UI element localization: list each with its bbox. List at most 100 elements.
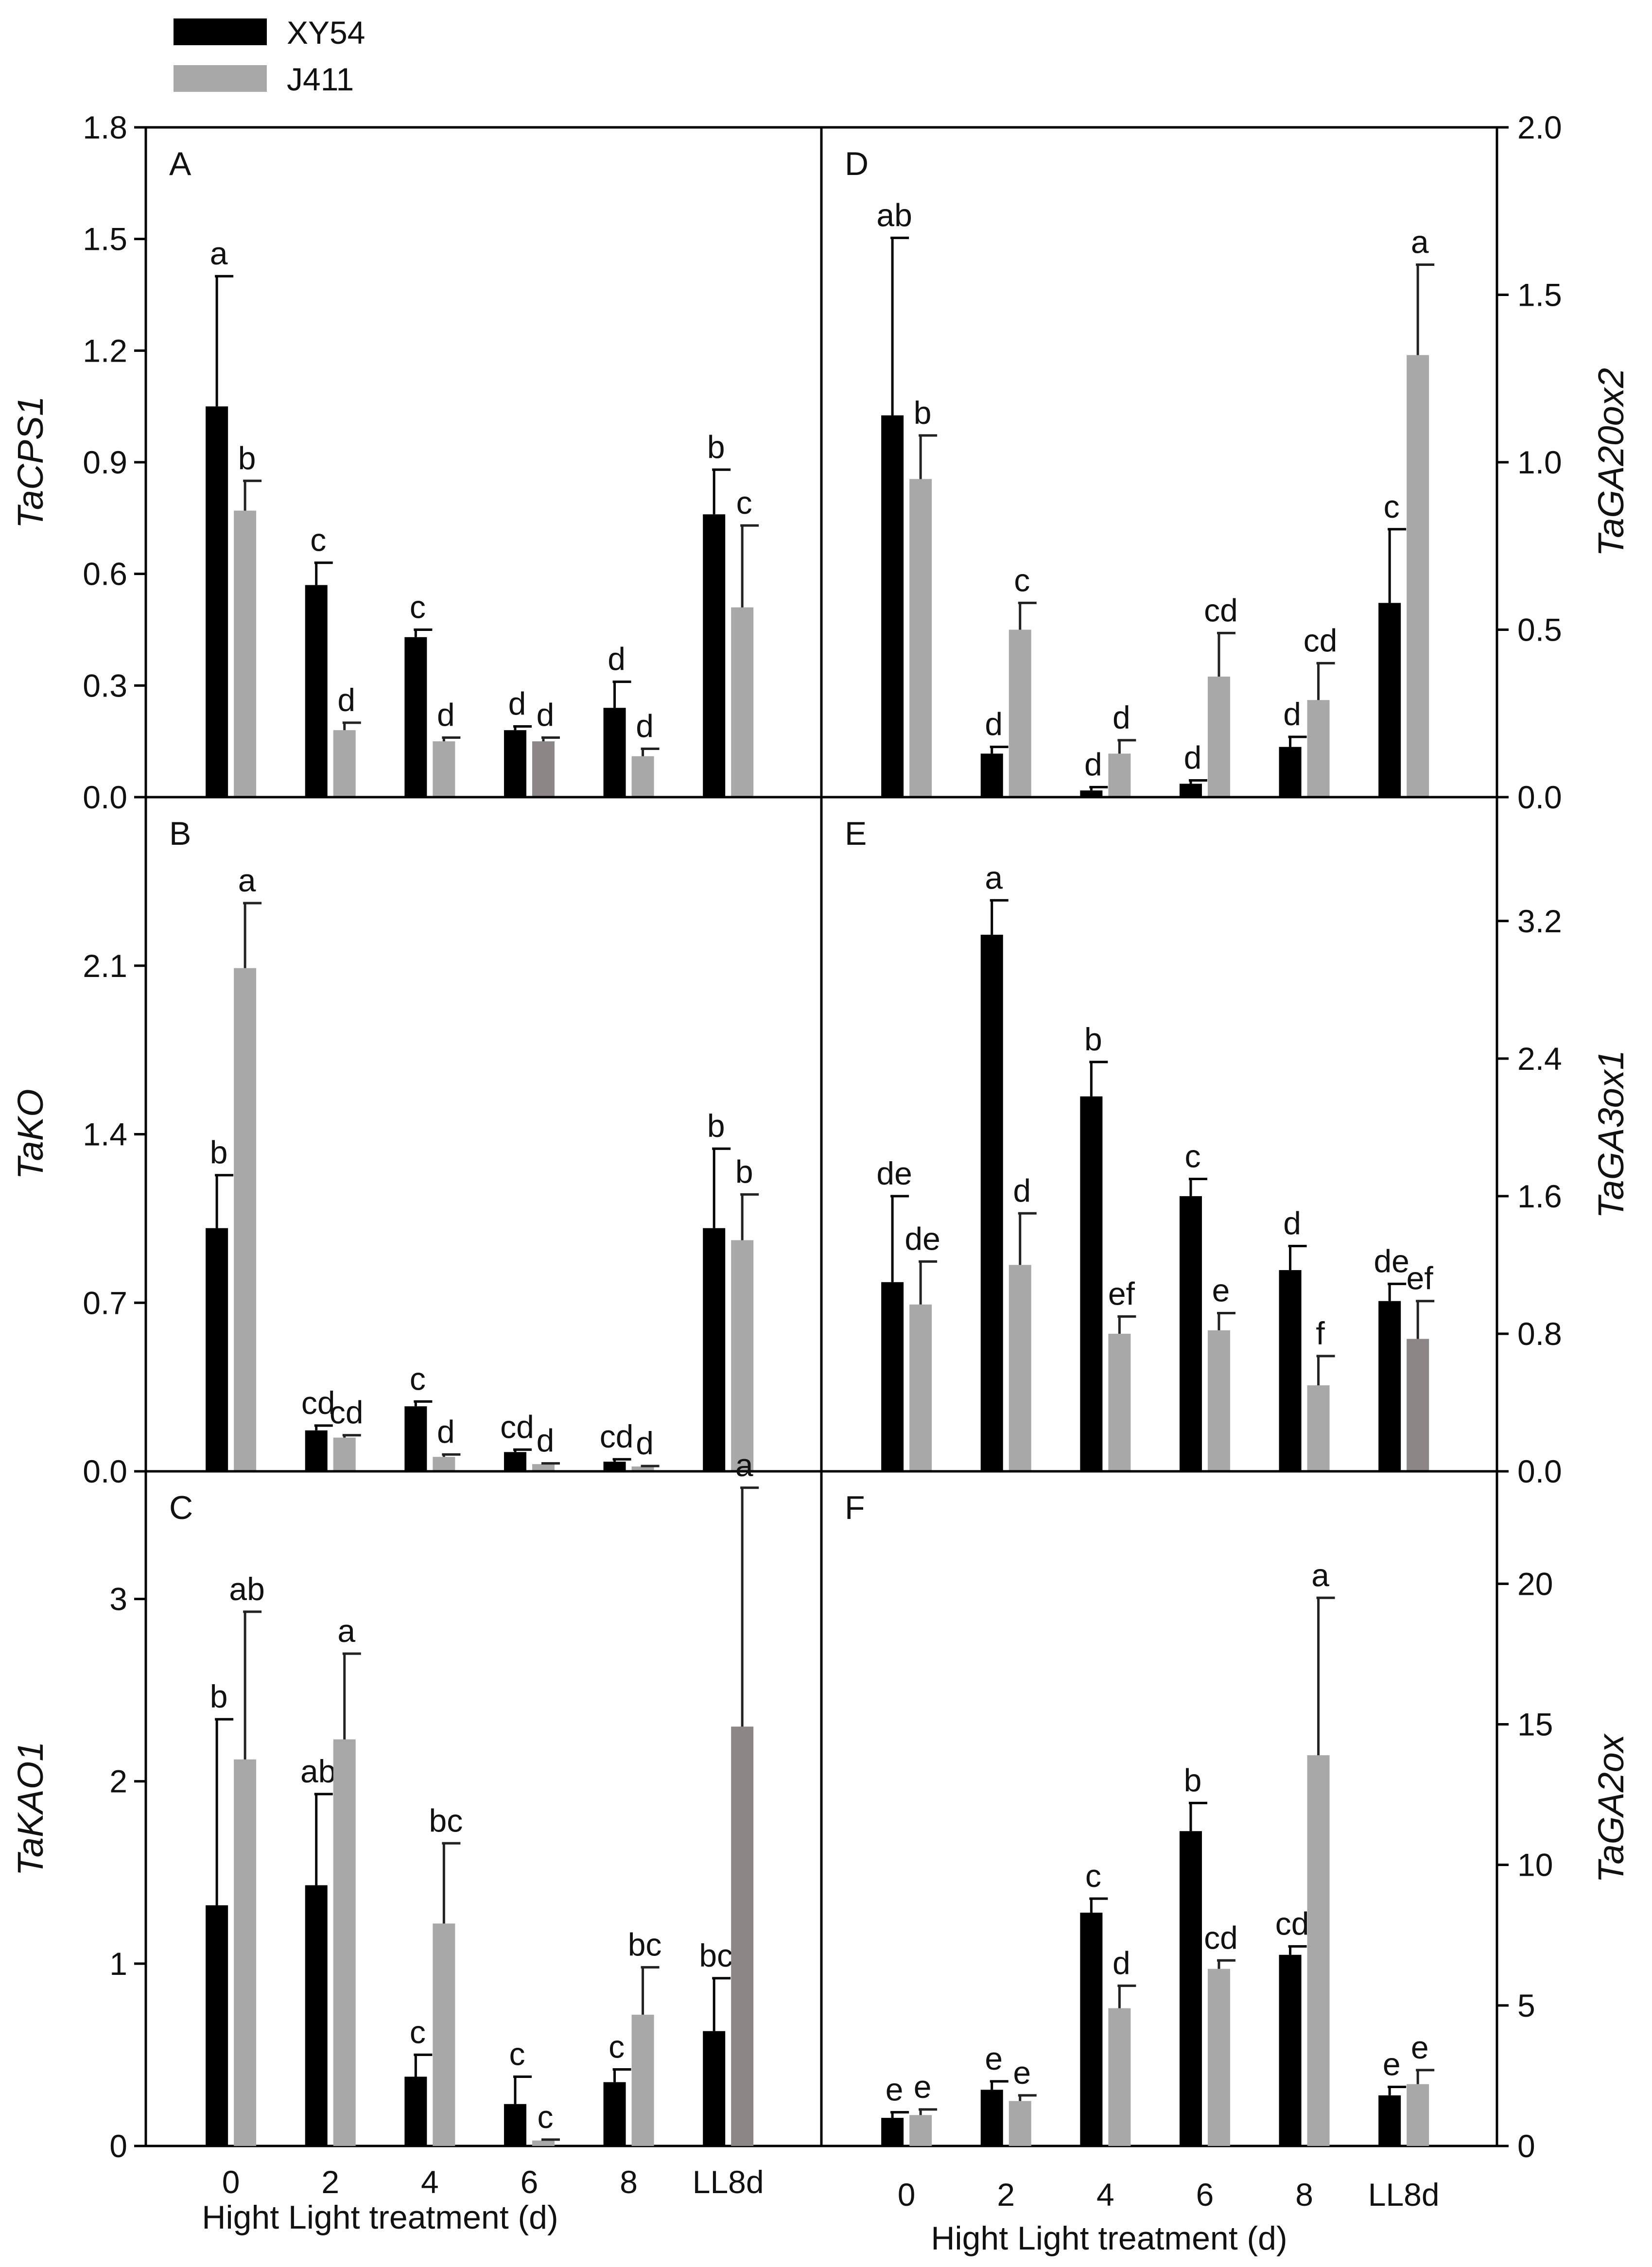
y-tick-label: 10 <box>1517 1847 1553 1883</box>
bar-j411-0 <box>909 1304 932 1471</box>
significance-letter: a <box>985 859 1003 895</box>
bar-j411-0 <box>234 510 257 797</box>
significance-letter: c <box>410 2014 426 2050</box>
y-axis-title: TaKAO1 <box>10 1742 51 1876</box>
significance-letter: f <box>1316 1315 1325 1351</box>
significance-letter: cd <box>1204 592 1238 628</box>
significance-letter: a <box>337 1613 355 1649</box>
y-axis-title: TaGA20ox2 <box>1591 368 1631 557</box>
x-tick-label: 0 <box>222 2164 240 2200</box>
x-tick-label: 8 <box>1295 2177 1313 2213</box>
significance-letter: d <box>537 1423 555 1459</box>
significance-letter: e <box>1383 2046 1401 2082</box>
bar-xy54-6 <box>504 2104 526 2146</box>
y-tick-label: 20 <box>1517 1566 1553 1602</box>
panel-label: D <box>845 145 869 182</box>
significance-letter: bc <box>628 1926 662 1962</box>
panel-label: B <box>169 815 191 852</box>
y-tick-label: 1.5 <box>1517 277 1562 313</box>
bar-j411-8 <box>631 1466 654 1471</box>
bar-xy54-2 <box>305 1430 328 1471</box>
significance-letter: d <box>437 697 455 733</box>
y-tick-label: 1.6 <box>1517 1178 1562 1214</box>
bar-j411-2 <box>1009 2101 1031 2146</box>
significance-letter: c <box>609 2028 625 2064</box>
significance-letter: cd <box>1304 622 1338 658</box>
significance-letter: c <box>1384 488 1400 524</box>
y-tick-label: 1.8 <box>83 109 127 145</box>
significance-letter: e <box>1212 1272 1230 1308</box>
bar-xy54-ll8d <box>703 2031 726 2146</box>
y-axis-title: TaCPS1 <box>10 396 51 529</box>
y-tick-label: 2.1 <box>83 948 127 984</box>
significance-letter: de <box>904 1221 940 1256</box>
bar-xy54-2 <box>980 2090 1003 2146</box>
bar-xy54-4 <box>404 1406 427 1471</box>
legend-label-j411: J411 <box>287 61 354 97</box>
bar-xy54-2 <box>980 935 1003 1471</box>
significance-letter: c <box>310 522 326 558</box>
y-tick-label: 1 <box>109 1946 127 1982</box>
significance-letter: c <box>509 2036 525 2072</box>
y-tick-label: 0.0 <box>83 1453 127 1489</box>
significance-letter: d <box>1084 746 1102 782</box>
significance-letter: d <box>508 686 526 722</box>
bar-j411-0 <box>909 2115 932 2146</box>
bar-j411-2 <box>333 730 356 797</box>
bar-xy54-6 <box>1179 784 1202 797</box>
significance-letter: a <box>735 1447 753 1483</box>
bar-xy54-ll8d <box>703 1228 726 1471</box>
legend-swatch-xy54 <box>174 18 267 45</box>
significance-letter: d <box>636 708 654 744</box>
bar-j411-4 <box>433 1923 455 2146</box>
bar-j411-0 <box>234 1759 257 2146</box>
significance-letter: e <box>886 2072 904 2108</box>
x-tick-label: 2 <box>997 2177 1015 2213</box>
significance-letter: d <box>608 641 626 677</box>
bar-xy54-4 <box>404 637 427 797</box>
bar-j411-6 <box>532 741 555 797</box>
significance-letter: b <box>1184 1762 1202 1798</box>
x-tick-label: 2 <box>321 2164 339 2200</box>
significance-letter: b <box>238 440 256 476</box>
significance-letter: d <box>1283 696 1301 732</box>
x-tick-label: 8 <box>620 2164 638 2200</box>
significance-letter: b <box>210 1678 228 1714</box>
x-axis-title-left: Hight Light treatment (d) <box>202 2199 558 2236</box>
x-tick-label: LL8d <box>1368 2177 1440 2213</box>
bar-xy54-ll8d <box>1378 1301 1401 1471</box>
bar-j411-8 <box>1307 700 1330 797</box>
bar-j411-6 <box>532 2140 555 2146</box>
significance-letter: b <box>1084 1021 1102 1057</box>
y-tick-label: 2.0 <box>1517 109 1562 145</box>
bar-xy54-ll8d <box>703 514 726 797</box>
significance-letter: bc <box>699 1937 733 1973</box>
y-tick-label: 0.9 <box>83 444 127 480</box>
significance-letter: cd <box>330 1395 364 1430</box>
significance-letter: c <box>1184 1138 1200 1174</box>
x-tick-label: 4 <box>1096 2177 1114 2213</box>
legend: XY54 J411 <box>174 15 365 97</box>
x-tick-label: 6 <box>521 2164 539 2200</box>
bar-xy54-6 <box>1179 1831 1202 2146</box>
y-tick-label: 2 <box>109 1763 127 1799</box>
bar-xy54-8 <box>1279 1270 1302 1471</box>
significance-letter: a <box>1411 224 1429 260</box>
x-tick-label: 4 <box>421 2164 439 2200</box>
significance-letter: d <box>437 1413 455 1449</box>
significance-letter: d <box>1184 740 1202 776</box>
significance-letter: b <box>210 1134 228 1170</box>
significance-letter: cd <box>1275 1905 1309 1941</box>
significance-letter: a <box>238 862 256 898</box>
bar-j411-4 <box>433 741 455 797</box>
bar-j411-ll8d <box>731 1240 754 1471</box>
bar-xy54-ll8d <box>1378 2095 1401 2146</box>
bar-xy54-8 <box>1279 1954 1302 2146</box>
x-tick-label: LL8d <box>693 2164 764 2200</box>
y-tick-label: 0 <box>1517 2128 1535 2164</box>
y-tick-label: 1.0 <box>1517 444 1562 480</box>
y-axis-title: TaGA2ox <box>1591 1733 1631 1883</box>
